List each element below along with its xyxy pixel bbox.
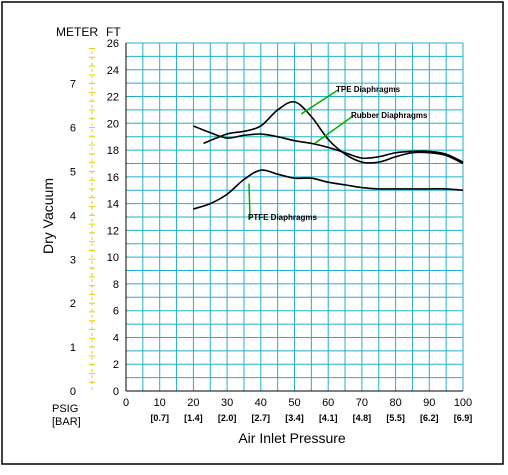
series-line-ptfe-diaphragms [193,169,464,210]
x-tick-label-bar: [4.1] [319,413,338,423]
x-tick-label-bar: [0.7] [150,413,169,423]
y-tick-label-ft: 26 [107,38,119,50]
x-tick-label-bar: [4.8] [353,413,372,423]
y-tick-label-meter: 5 [70,166,76,178]
x-tick-label: 70 [356,397,368,409]
y-tick-label-meter: 1 [70,342,76,354]
annotation-pointer [314,115,354,144]
y-unit-ft: FT [106,25,121,39]
axes [89,43,463,392]
grid [125,42,464,392]
y-tick-label-ft: 14 [107,199,119,211]
x-tick-label: 10 [154,397,166,409]
x-tick-label-bar: [3.4] [285,413,304,423]
x-tick-label-bar: [6.2] [420,413,439,423]
x-tick-label: 80 [389,397,401,409]
y-tick-label-ft: 6 [113,306,119,318]
y-tick-label-meter: 6 [70,123,76,135]
x-unit-primary: PSIG [52,403,78,415]
y-tick-label-ft: 10 [107,252,119,264]
series-lines [193,100,464,210]
annotation-pointer [248,183,251,220]
y-tick-label-ft: 16 [107,172,119,184]
x-tick-label: 40 [255,397,267,409]
x-tick-label-bar: [5.5] [386,413,405,423]
y-unit-meter: METER [56,25,98,39]
x-tick-label: 60 [322,397,334,409]
y-tick-label-ft: 8 [113,279,119,291]
x-tick-label: 30 [221,397,233,409]
annotation-label-ptfe-diaphragms: PTFE Diaphragms [248,213,317,222]
y-tick-label-meter: 3 [70,254,76,266]
y-tick-label-ft: 4 [113,332,119,344]
x-tick-label-bar: [2.0] [218,413,237,423]
annotation-pointer [300,89,339,115]
y-tick-label-ft: 18 [107,145,119,157]
y-tick-label-meter: 7 [70,79,76,91]
y-tick-label-meter: 2 [70,298,76,310]
annotation-label-rubber-diaphragms: Rubber Diaphragms [351,111,428,120]
x-tick-label-bar: [2.7] [252,413,271,423]
x-tick-label: 50 [288,397,300,409]
x-tick-label: 100 [454,397,472,409]
x-tick-label-bar: [6.9] [454,413,473,423]
x-axis-title: Air Inlet Pressure [238,430,346,446]
y-tick-label-ft: 24 [107,65,119,77]
annotations: TPE Diaphragms Rubber Diaphragms PTFE Diap… [248,85,428,222]
x-unit-secondary: [BAR] [52,416,81,428]
y-tick-label-ft: 20 [107,118,119,130]
y-tick-label-meter: 0 [70,386,76,398]
x-tick-label: 90 [423,397,435,409]
y-tick-label-ft: 22 [107,92,119,104]
y-axis-title: Dry Vacuum [40,178,56,254]
labels: METER FT PSIG [BAR] Air Inlet Pressure D… [40,25,472,446]
x-tick-label-bar: [1.4] [184,413,203,423]
y-tick-label-meter: 4 [70,210,76,222]
y-tick-label-ft: 0 [113,386,119,398]
annotation-label-tpe-diaphragms: TPE Diaphragms [336,85,401,94]
y-tick-label-ft: 2 [113,359,119,371]
series-line-tpe-diaphragms [203,100,464,165]
series-line-rubber-diaphragms [193,125,464,163]
y-tick-label-ft: 12 [107,225,119,237]
x-tick-label: 0 [123,397,129,409]
x-tick-label: 20 [187,397,199,409]
chart-frame [1,1,504,465]
